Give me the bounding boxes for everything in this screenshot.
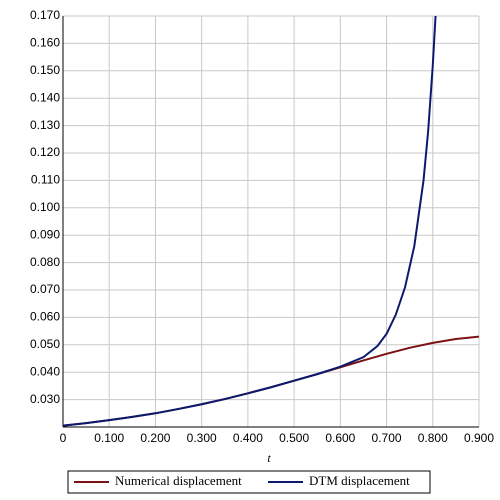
x-tick-label: 0	[60, 431, 67, 445]
legend-label: DTM displacement	[309, 473, 410, 488]
legend-box	[67, 470, 431, 494]
x-tick-label: 0.300	[187, 431, 217, 445]
x-tick-label: 0.900	[464, 431, 494, 445]
y-tick-label: 0.060	[30, 310, 60, 324]
x-tick-label: 0.700	[372, 431, 402, 445]
y-tick-label: 0.050	[30, 337, 60, 351]
y-tick-label: 0.120	[30, 145, 60, 159]
series-line	[62, 15, 437, 427]
y-tick-label: 0.090	[30, 227, 60, 241]
y-tick-label: 0.150	[30, 63, 60, 77]
y-tick-label: 0.040	[30, 364, 60, 378]
x-tick-label: 0.400	[233, 431, 263, 445]
y-tick-label: 0.070	[30, 282, 60, 296]
x-tick-label: 0.600	[325, 431, 355, 445]
x-tick-label: 0.800	[418, 431, 448, 445]
y-tick-label: 0.110	[31, 173, 60, 187]
y-tick-label: 0.170	[30, 8, 60, 22]
x-tick-label: 0.200	[140, 431, 170, 445]
x-axis-label: t	[267, 451, 271, 465]
x-tick-label: 0.100	[94, 431, 124, 445]
series-line	[62, 335, 480, 427]
y-tick-label: 0.130	[30, 118, 60, 132]
y-tick-label: 0.100	[30, 200, 60, 214]
y-tick-label: 0.140	[30, 90, 60, 104]
legend-label: Numerical displacement	[115, 473, 242, 488]
y-tick-label: 0.030	[30, 392, 60, 406]
x-tick-label: 0.500	[279, 431, 309, 445]
y-tick-label: 0.080	[30, 255, 60, 269]
y-tick-label: 0.160	[30, 36, 60, 50]
